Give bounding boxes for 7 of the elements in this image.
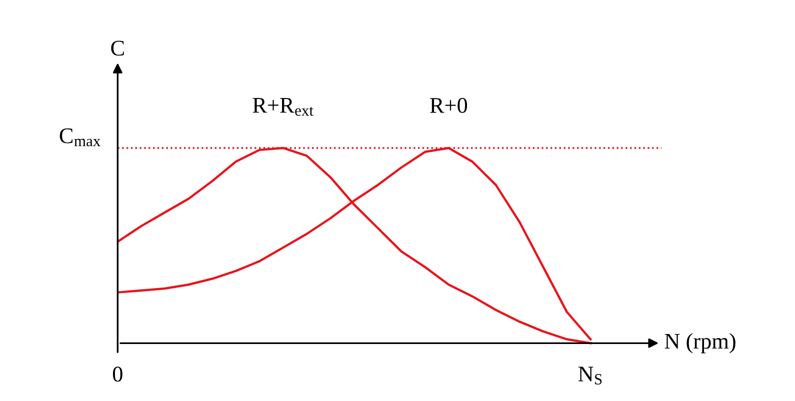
x-axis-title: N (rpm) bbox=[664, 333, 736, 354]
y-axis-title: C bbox=[111, 40, 124, 56]
x-tick-label: 0 bbox=[112, 366, 122, 382]
series-label: R+R$_{ext}$ bbox=[252, 98, 314, 116]
series-label: R+0 bbox=[430, 98, 468, 113]
x-tick-label: N$_{S}$ bbox=[578, 366, 602, 385]
ref-line-label: C$_{max}$ bbox=[60, 128, 100, 146]
